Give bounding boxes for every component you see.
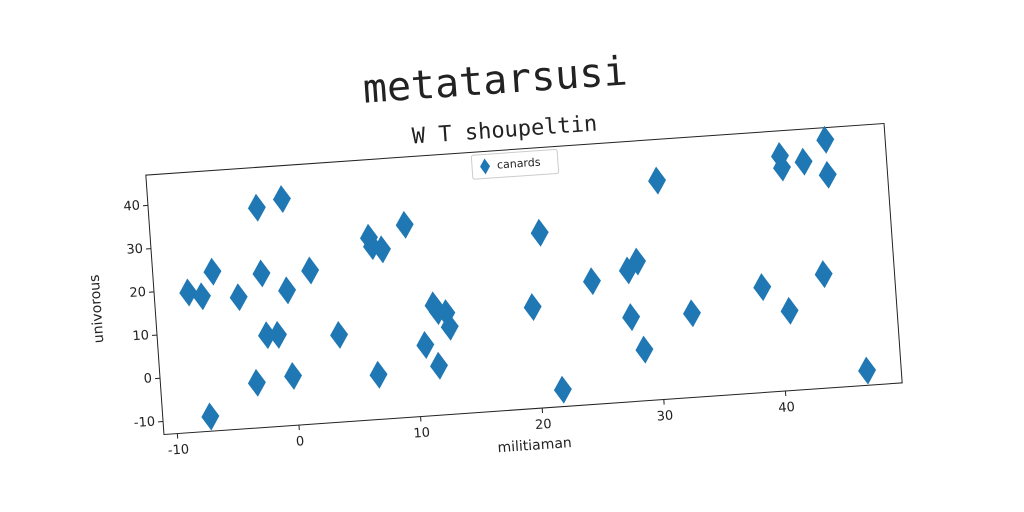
scatter-point [622,303,641,332]
y-tick-label: 0 [143,371,152,387]
x-axis-label: militiaman [497,435,572,456]
scatter-point [753,273,772,302]
scatter-point [269,320,287,349]
scatter-point [628,247,647,276]
y-tick-label: -10 [133,415,155,431]
legend-marker [480,158,491,175]
scatter-point [258,321,276,350]
scatter-point [203,257,222,286]
scatter-point [583,267,601,296]
chart-title: metatarsusi [361,48,628,112]
scatter-point [416,331,435,359]
scatter-point [523,293,542,322]
x-tick-label: 40 [778,400,796,416]
scatter-point [369,360,388,389]
scatter-point [635,335,654,364]
y-tick-label: 10 [132,328,150,344]
scatter-point [553,375,572,404]
scatter-point [858,356,877,385]
x-tick-label: 10 [413,425,431,441]
scatter-point [440,312,459,341]
rotated-figure: metatarsusi W T shoupeltin militiaman un… [87,48,903,459]
scatter-point [179,278,198,307]
scatter-point [648,166,667,195]
scatter-point [301,256,320,285]
chart-subtitle: W T shoupeltin [411,112,598,150]
scatter-point [272,185,291,214]
scatter-point [430,351,448,380]
y-tick-label: 40 [123,198,141,214]
scatter-point [794,147,813,176]
y-tick-label: 20 [129,285,147,301]
scatter-point [816,125,835,154]
scatter-point [330,320,349,349]
scatter-point [618,256,637,285]
x-tick-label: -10 [167,442,189,458]
x-tick-label: 20 [535,417,553,433]
legend-label: canards [497,156,542,172]
y-tick-label: 30 [126,242,144,258]
scatter-point [530,218,549,247]
legend: canards [470,149,560,180]
x-tick-label: 30 [656,408,674,424]
scatter-point [252,259,271,288]
scatter-point [284,361,303,390]
scatter-point [278,276,297,305]
x-tick-label: 0 [295,434,304,450]
y-axis-label: univorous [87,274,108,344]
scatter-point [818,160,837,189]
scatter-point [373,235,391,264]
scatter-point [247,368,266,397]
scatter-point [773,153,791,182]
scatter-point [201,402,220,431]
plot-frame [145,122,903,436]
scatter-point [192,282,211,311]
legend-box [470,149,560,180]
scatter-point [683,299,701,328]
scatter-point [247,193,266,222]
scatter-point [395,210,414,239]
scatter-point [229,283,248,312]
scatter-point [814,260,833,289]
scatter-point [780,296,799,325]
